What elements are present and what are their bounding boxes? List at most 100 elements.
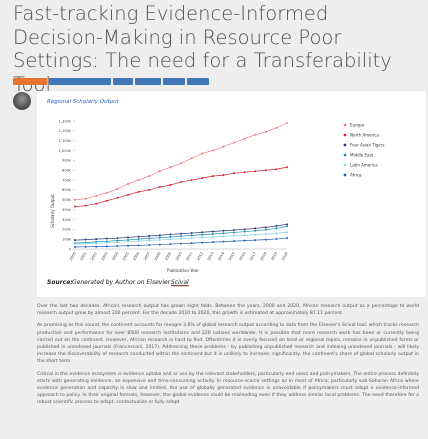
data-point (233, 172, 235, 175)
data-point (95, 245, 98, 248)
data-point (95, 242, 98, 245)
data-point (222, 235, 225, 238)
legend-marker (343, 123, 347, 127)
data-point (275, 126, 278, 129)
data-point (137, 238, 140, 241)
data-point (148, 235, 151, 238)
y-tick-label: 1,200k (59, 129, 72, 133)
data-point (116, 239, 119, 242)
data-point (243, 230, 246, 233)
y-tick-label: 100k (62, 237, 72, 241)
data-point (95, 202, 98, 205)
source-link[interactable]: Scival (171, 279, 189, 286)
legend-marker (343, 133, 347, 137)
y-tick-label: 1,300k (59, 119, 72, 123)
y-tick-label: 300k (62, 218, 72, 222)
x-tick-label: 2018 (260, 251, 268, 262)
chart: Regional Scholarly Output Scholarly Outp… (47, 99, 384, 287)
data-point (137, 179, 140, 182)
tag[interactable] (187, 78, 209, 85)
y-tick-label: 400k (62, 208, 72, 212)
data-point (169, 238, 172, 241)
legend-marker (343, 173, 347, 177)
data-point (169, 166, 172, 169)
data-point (158, 243, 161, 246)
data-point (201, 177, 204, 180)
data-point (105, 245, 108, 248)
y-tick-label: 700k (62, 178, 72, 182)
data-point (137, 244, 140, 247)
data-point (286, 231, 288, 234)
legend-marker (343, 153, 347, 157)
data-point (275, 224, 278, 227)
data-point (222, 145, 225, 148)
data-point (116, 187, 119, 190)
data-point (95, 240, 98, 243)
data-point (201, 236, 204, 239)
data-point (137, 190, 140, 193)
x-tick-label: 2020 (281, 251, 289, 262)
data-point (254, 170, 257, 173)
data-point (233, 231, 235, 234)
data-point (243, 234, 246, 237)
data-point (105, 241, 108, 244)
data-point (116, 245, 119, 248)
data-point (74, 246, 76, 249)
data-point (264, 228, 267, 231)
legend-label: North America (350, 132, 380, 137)
data-point (84, 238, 87, 241)
data-point (190, 234, 193, 237)
data-point (190, 232, 193, 235)
data-point (243, 137, 246, 140)
data-point (158, 170, 161, 173)
legend-label: Europe (350, 122, 365, 127)
data-point (84, 197, 87, 200)
data-point (264, 130, 267, 133)
article-body: Over the last two decades, Africa's rese… (37, 303, 419, 412)
x-tick-label: 2007 (143, 252, 151, 262)
tag[interactable] (13, 78, 47, 85)
y-tick-label: 900k (62, 159, 72, 163)
data-point (264, 169, 267, 172)
tag[interactable] (113, 78, 133, 85)
x-tick-label: 2003 (101, 252, 109, 262)
data-point (233, 141, 235, 144)
data-point (169, 184, 172, 186)
data-point (158, 236, 161, 239)
data-point (127, 183, 129, 186)
data-point (264, 233, 267, 236)
data-point (275, 232, 278, 235)
x-tick-label: 2006 (132, 251, 140, 262)
data-point (95, 238, 98, 241)
data-point (254, 233, 257, 236)
data-point (74, 239, 76, 242)
x-tick-label: 2000 (69, 251, 77, 262)
x-tick-label: 2008 (154, 251, 162, 262)
y-tick-label: 0 (69, 247, 72, 251)
data-point (211, 230, 214, 233)
tag[interactable] (49, 78, 111, 85)
data-point (233, 234, 235, 237)
x-tick-label: 2010 (175, 251, 183, 262)
x-tick-label: 2009 (164, 251, 172, 262)
data-point (233, 229, 235, 232)
data-point (105, 199, 108, 202)
x-tick-label: 2015 (228, 252, 236, 262)
legend-label: Latin America (350, 162, 378, 167)
data-point (254, 133, 257, 136)
data-point (275, 237, 278, 240)
tag[interactable] (163, 78, 185, 85)
data-point (211, 175, 214, 178)
tag-row (13, 78, 211, 86)
legend-label: Africa (350, 172, 362, 177)
data-point (222, 232, 225, 235)
tag[interactable] (135, 78, 161, 85)
y-tick-label: 800k (62, 169, 72, 173)
data-point (211, 235, 214, 238)
y-tick-label: 200k (62, 228, 72, 232)
data-point (211, 149, 214, 152)
author-avatar[interactable] (13, 92, 31, 110)
data-point (286, 166, 288, 169)
data-point (180, 162, 182, 165)
data-point (116, 237, 119, 240)
